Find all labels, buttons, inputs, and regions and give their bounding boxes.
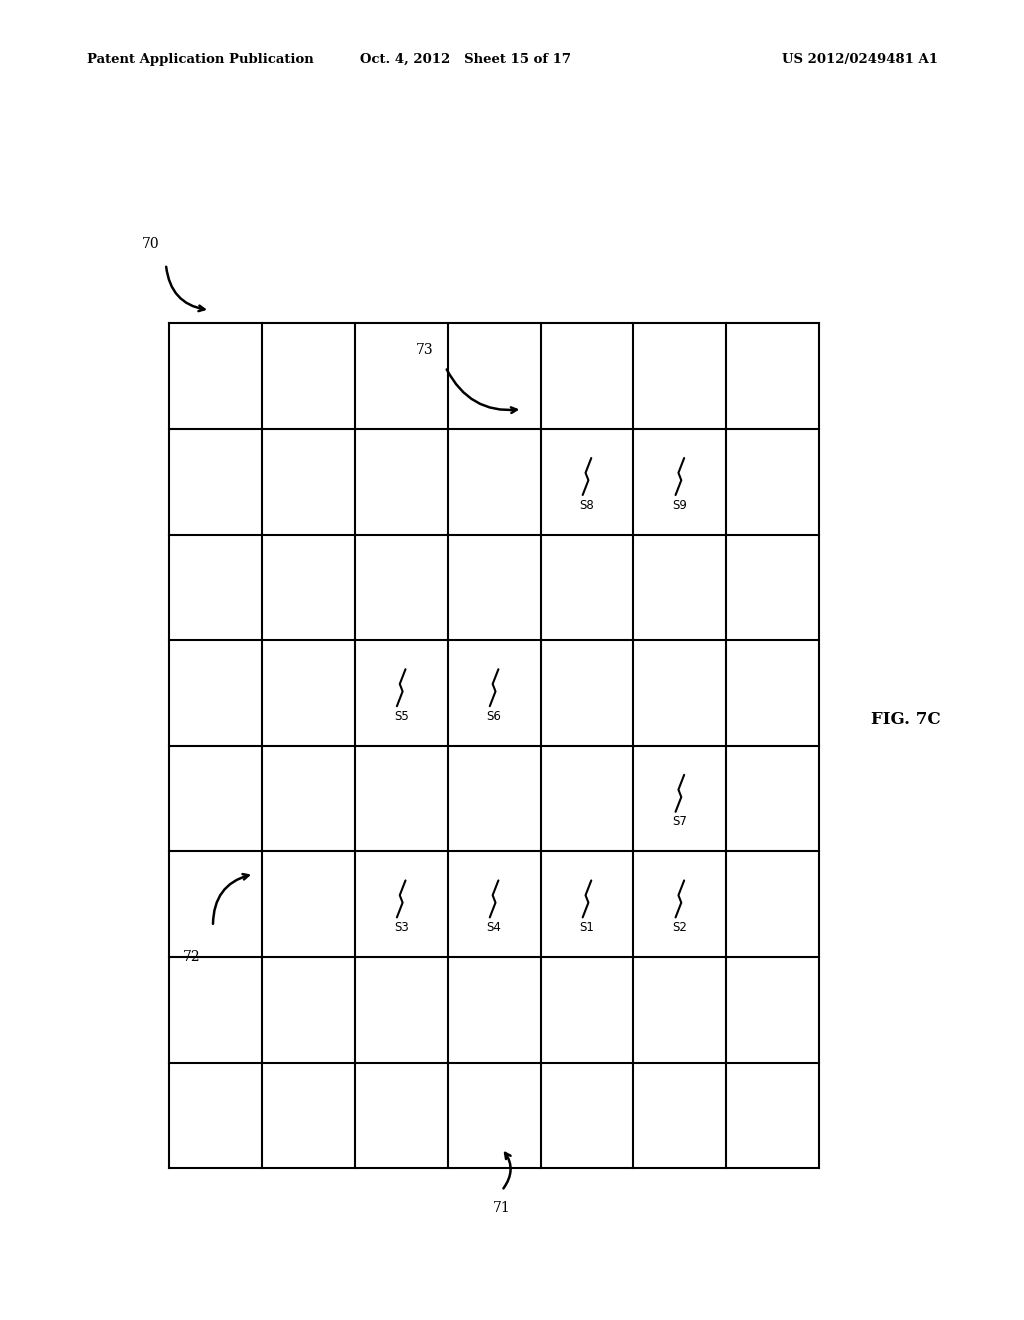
Text: S9: S9 bbox=[673, 499, 687, 512]
Text: 72: 72 bbox=[182, 950, 201, 964]
Text: S7: S7 bbox=[673, 816, 687, 829]
Text: S6: S6 bbox=[486, 710, 502, 723]
Bar bbox=[634, 957, 726, 1063]
Bar bbox=[541, 957, 634, 1063]
Bar bbox=[447, 851, 541, 957]
Bar bbox=[354, 746, 447, 851]
Text: 71: 71 bbox=[493, 1201, 511, 1214]
Text: S1: S1 bbox=[580, 921, 594, 935]
Text: Patent Application Publication: Patent Application Publication bbox=[87, 53, 313, 66]
Bar bbox=[634, 640, 726, 746]
Text: 70: 70 bbox=[141, 238, 160, 251]
Bar bbox=[634, 535, 726, 640]
Bar bbox=[541, 535, 634, 640]
Text: S4: S4 bbox=[486, 921, 502, 935]
Text: US 2012/0249481 A1: US 2012/0249481 A1 bbox=[782, 53, 938, 66]
Text: S2: S2 bbox=[673, 921, 687, 935]
Text: S3: S3 bbox=[394, 921, 409, 935]
Text: 73: 73 bbox=[416, 343, 434, 356]
Text: S8: S8 bbox=[580, 499, 594, 512]
Bar bbox=[447, 746, 541, 851]
Text: FIG. 7C: FIG. 7C bbox=[871, 711, 941, 727]
Text: Oct. 4, 2012   Sheet 15 of 17: Oct. 4, 2012 Sheet 15 of 17 bbox=[360, 53, 571, 66]
Bar bbox=[354, 851, 447, 957]
Text: S5: S5 bbox=[394, 710, 409, 723]
